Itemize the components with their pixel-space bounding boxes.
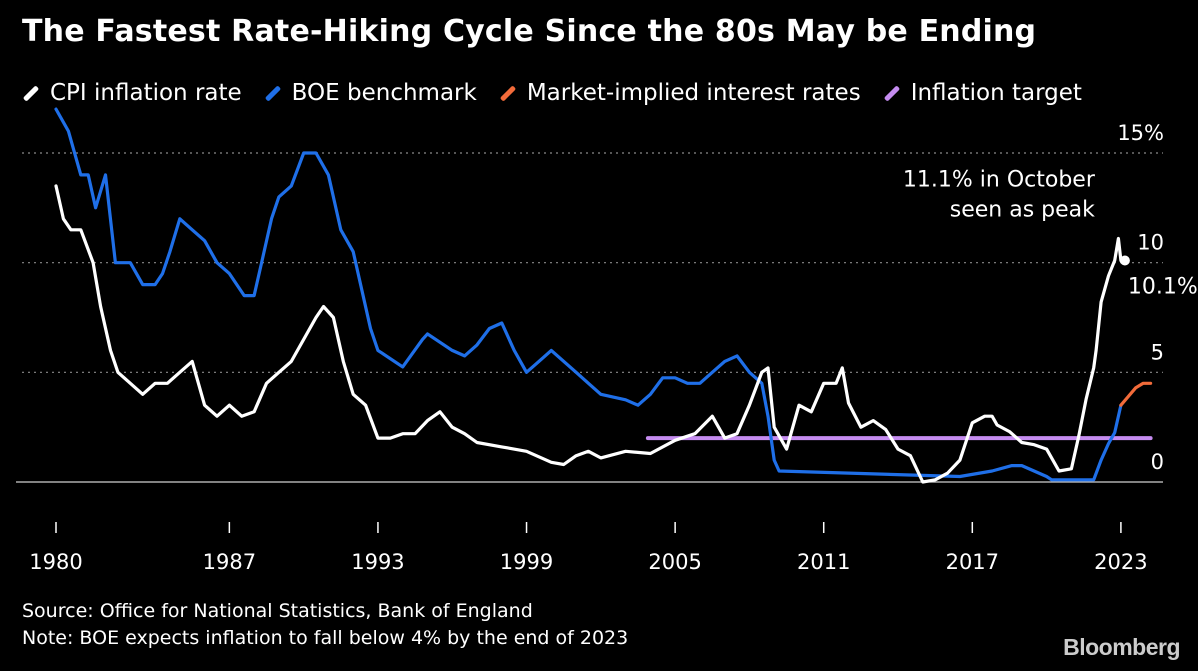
x-tick-label-0: 1980 bbox=[29, 550, 82, 574]
annotation-peak-line-0: 11.1% in October bbox=[903, 168, 1096, 193]
legend-label-target: Inflation target bbox=[910, 80, 1082, 106]
latest-point-marker bbox=[1119, 255, 1130, 266]
chart-legend: CPI inflation rate BOE benchmark Market-… bbox=[22, 80, 1082, 106]
y-tick-label-2: 10 bbox=[1137, 231, 1164, 255]
x-tick-label-1: 1987 bbox=[203, 550, 256, 574]
gridlines bbox=[16, 152, 1163, 483]
series-cpi-line bbox=[54, 184, 1123, 484]
series-group bbox=[54, 107, 1153, 484]
y-tick-label-1: 5 bbox=[1151, 340, 1164, 364]
chart-title: The Fastest Rate-Hiking Cycle Since the … bbox=[22, 14, 1037, 49]
legend-label-market: Market-implied interest rates bbox=[526, 80, 861, 106]
bloomberg-logo: Bloomberg bbox=[1063, 634, 1180, 660]
series-market-implied-line bbox=[1119, 381, 1153, 407]
legend-item-cpi: CPI inflation rate bbox=[22, 80, 242, 106]
legend-label-cpi: CPI inflation rate bbox=[50, 80, 242, 106]
y-tick-label-3: 15% bbox=[1117, 121, 1164, 145]
annotation-peak-line-1: seen as peak bbox=[950, 198, 1095, 223]
footnote: Note: BOE expects inflation to fall belo… bbox=[22, 627, 629, 649]
y-tick-label-0: 0 bbox=[1151, 450, 1164, 474]
x-tick-label-4: 2005 bbox=[648, 550, 701, 574]
x-tick-label-6: 2017 bbox=[946, 550, 999, 574]
x-tick-label-5: 2011 bbox=[797, 550, 850, 574]
source-note: Source: Office for National Statistics, … bbox=[22, 600, 533, 622]
y-axis: 0 5 10 15% bbox=[1117, 121, 1164, 474]
annotations: 11.1% in October seen as peak 10.1% bbox=[903, 168, 1198, 300]
series-boe-line bbox=[54, 107, 1123, 482]
annotation-latest-value: 10.1% bbox=[1128, 274, 1198, 299]
legend-item-boe: BOE benchmark bbox=[264, 80, 477, 106]
x-tick-label-2: 1993 bbox=[351, 550, 404, 574]
legend-label-boe: BOE benchmark bbox=[291, 80, 477, 106]
legend-item-target: Inflation target bbox=[883, 80, 1082, 106]
x-tick-label-3: 1999 bbox=[500, 550, 553, 574]
legend-item-market: Market-implied interest rates bbox=[499, 80, 861, 106]
x-axis: 1980 1987 1993 1999 2005 2011 2017 2023 bbox=[29, 522, 1148, 574]
x-tick-label-7: 2023 bbox=[1094, 550, 1147, 574]
